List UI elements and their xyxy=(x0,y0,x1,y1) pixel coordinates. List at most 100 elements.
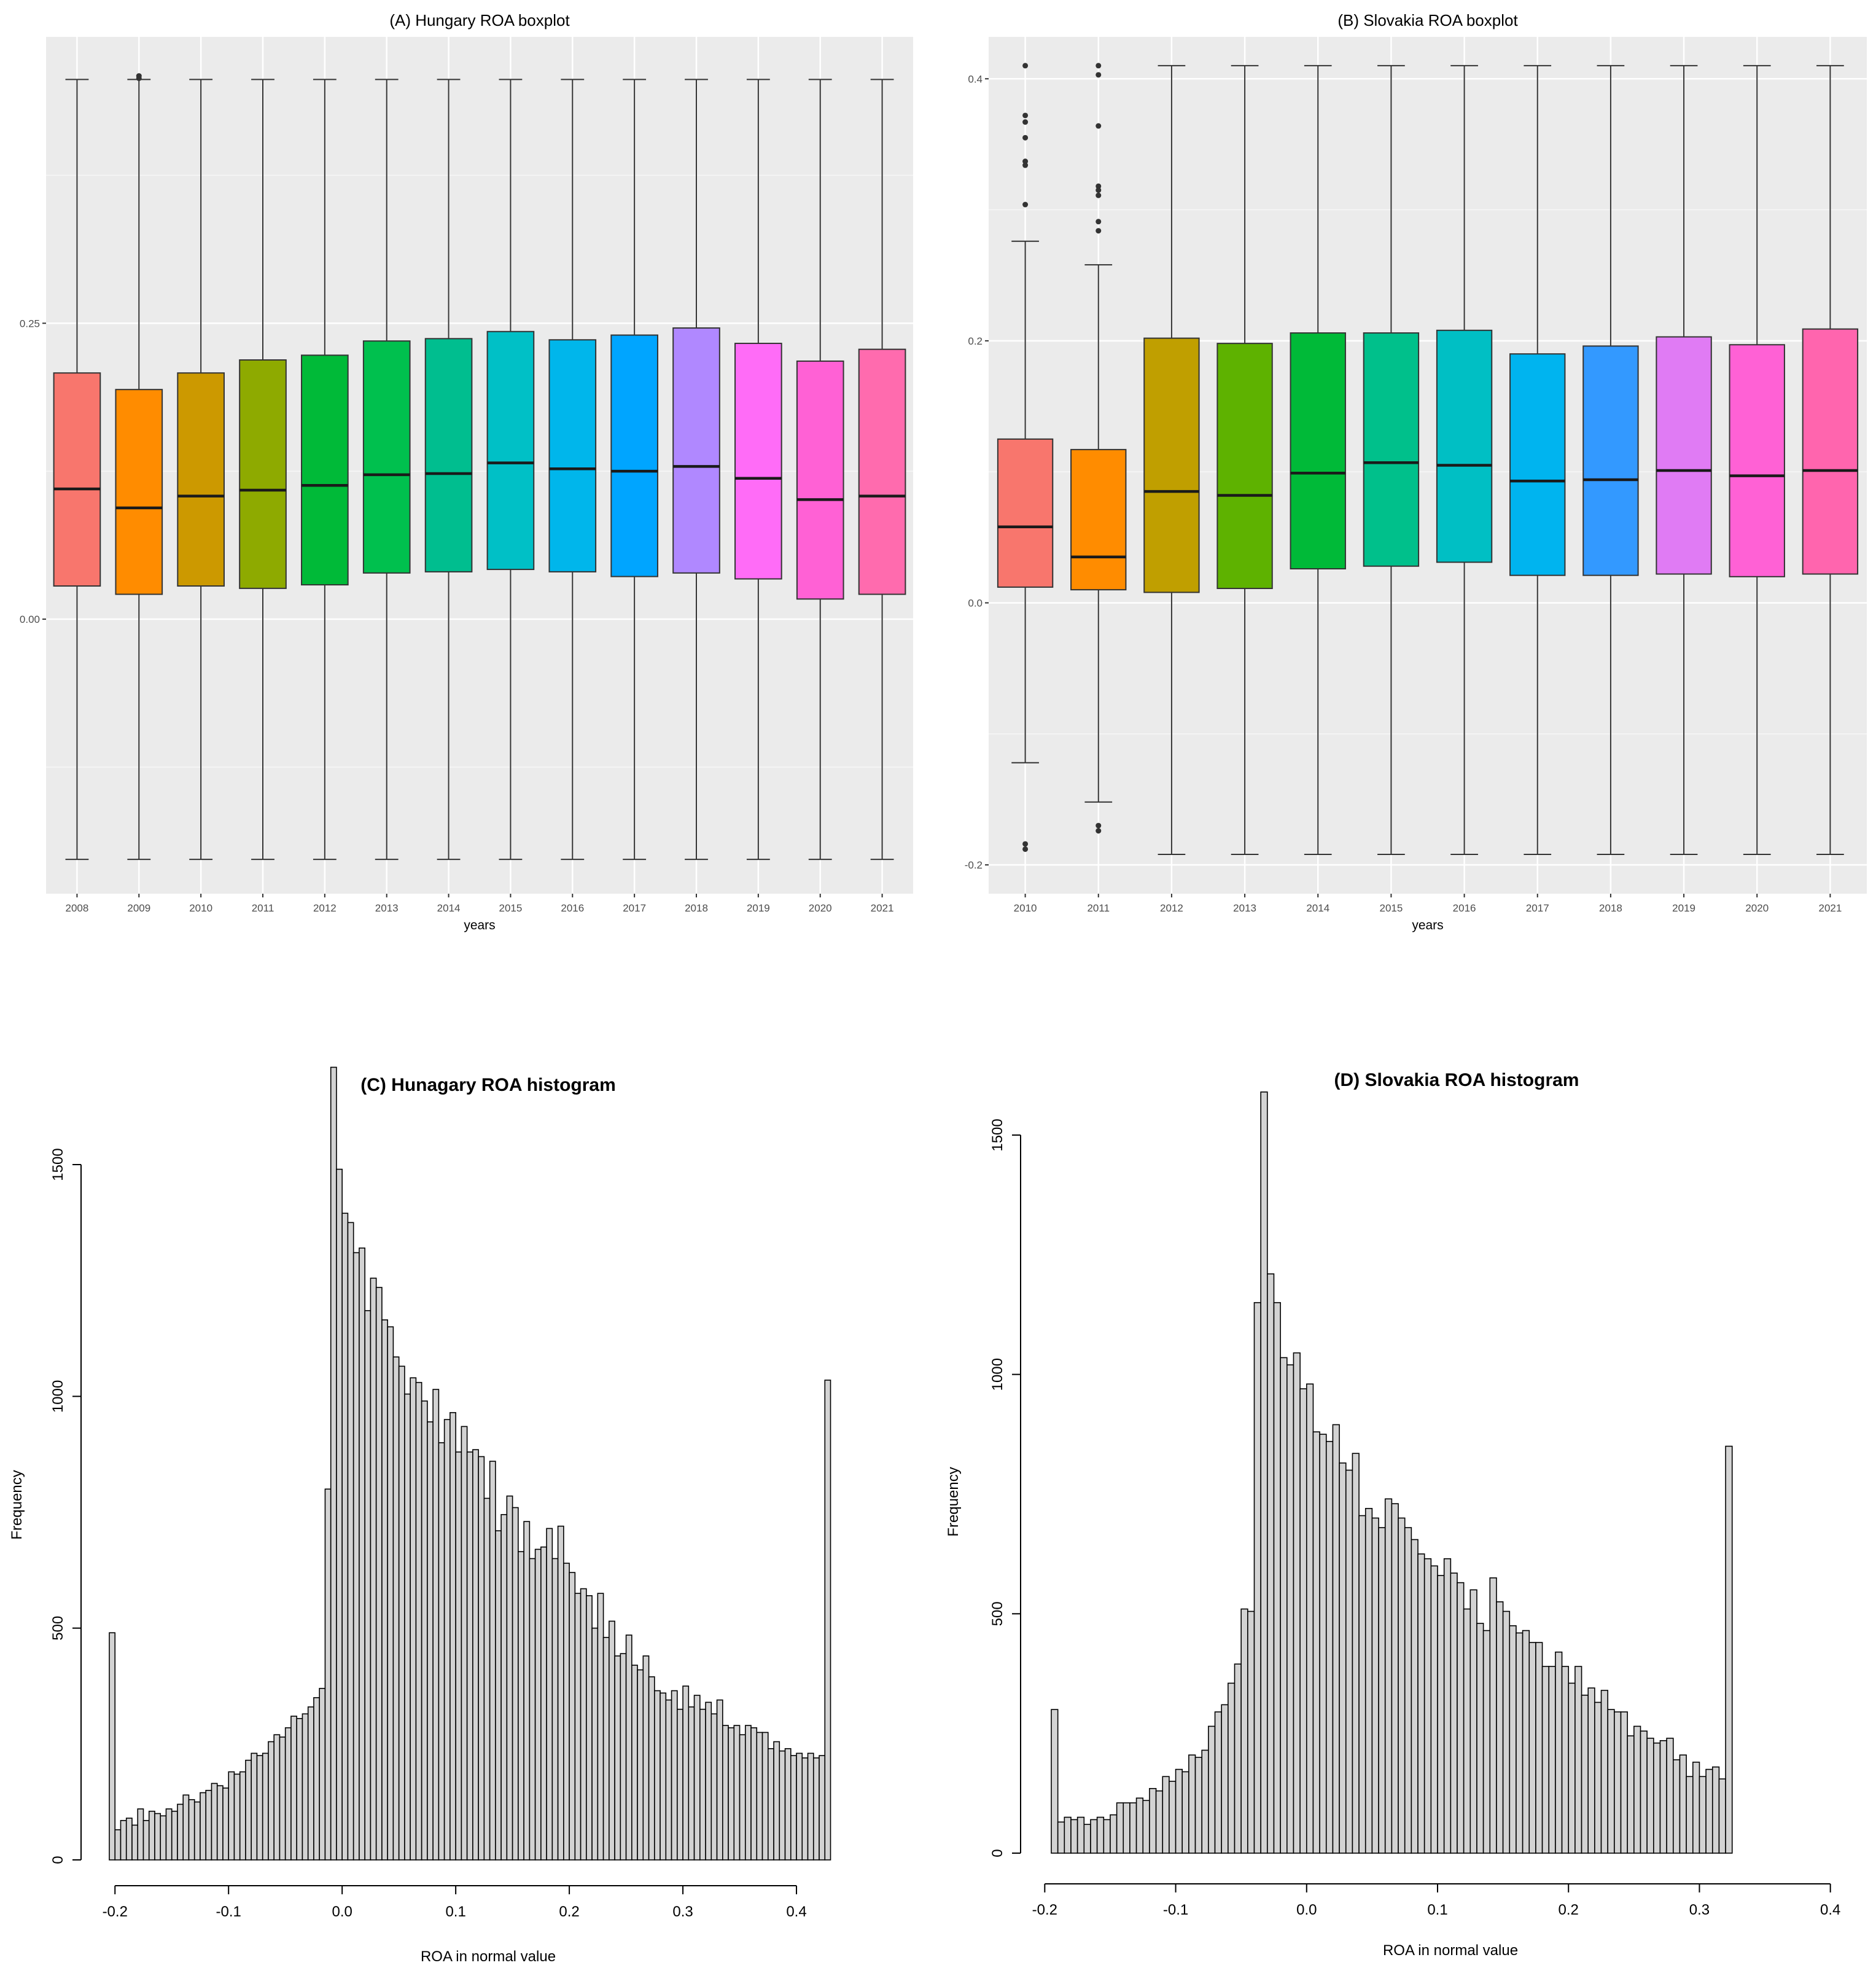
histogram-bar xyxy=(1070,1819,1078,1854)
histogram-bar xyxy=(410,1377,417,1861)
histogram-bar xyxy=(1116,1802,1124,1854)
histogram-bar xyxy=(1169,1781,1177,1854)
histogram-bar xyxy=(705,1701,712,1861)
outlier-point xyxy=(1096,828,1102,834)
outlier-point xyxy=(1022,112,1029,119)
x-tick-label: 2017 xyxy=(1526,902,1549,914)
iqr-box xyxy=(1290,332,1346,570)
iqr-box xyxy=(1582,345,1639,576)
histogram-bar xyxy=(1051,1709,1059,1854)
iqr-box xyxy=(1509,353,1566,576)
box-2021 xyxy=(858,79,906,861)
x-tick-label: 2021 xyxy=(1819,902,1842,914)
histogram-bar xyxy=(427,1421,434,1861)
histogram-bar xyxy=(228,1771,235,1861)
histogram-bar xyxy=(1692,1762,1700,1854)
box-2021 xyxy=(1802,64,1859,856)
histogram-bar xyxy=(1194,1757,1203,1854)
histogram-bar xyxy=(398,1365,405,1861)
histogram-bar xyxy=(1110,1814,1118,1854)
histogram-bar xyxy=(1666,1738,1674,1854)
histogram-bar xyxy=(761,1732,769,1861)
histogram-bar xyxy=(352,1252,360,1861)
histogram-bar xyxy=(1541,1666,1550,1854)
histogram-bar xyxy=(370,1278,377,1861)
histogram-bar xyxy=(1293,1352,1301,1854)
histogram-bar xyxy=(807,1752,814,1861)
histogram-bar xyxy=(1581,1695,1589,1854)
histogram-bar xyxy=(648,1676,655,1861)
histogram-bar xyxy=(324,1488,332,1861)
histogram-bar xyxy=(784,1748,792,1861)
box-2016 xyxy=(1436,64,1493,856)
histogram-bar xyxy=(586,1595,593,1861)
iqr-box xyxy=(796,360,844,600)
histogram-bar xyxy=(438,1442,445,1861)
histogram-bar xyxy=(1555,1651,1563,1854)
histogram-bar xyxy=(688,1706,695,1861)
histogram-bar xyxy=(211,1783,218,1861)
y-tick-label: 0 xyxy=(989,1849,1006,1857)
histogram-bar xyxy=(1221,1704,1229,1854)
iqr-box xyxy=(177,372,225,587)
x-tick-label: 0.0 xyxy=(332,1904,352,1920)
histogram-bar xyxy=(693,1695,701,1861)
x-tick-label: 2010 xyxy=(1014,902,1037,914)
slovakia-boxplot-panel: -0.2 0.0 0.2 0.4 2010 2011 2012 2013 2014 2015 201… xyxy=(965,11,1867,932)
outlier-point xyxy=(1022,162,1029,168)
histogram-bar xyxy=(415,1381,422,1861)
box-2017 xyxy=(1509,64,1566,856)
histogram-bar xyxy=(1064,1816,1072,1854)
histogram-bar xyxy=(1149,1787,1157,1854)
histogram-bar xyxy=(1482,1630,1491,1854)
y-tick-label: 1500 xyxy=(50,1148,66,1181)
histogram-bar xyxy=(392,1356,400,1861)
histogram-bar xyxy=(1417,1553,1425,1854)
outlier-point xyxy=(1022,158,1029,165)
iqr-box xyxy=(610,334,658,577)
iqr-box xyxy=(301,354,349,586)
histogram-bar xyxy=(1096,1816,1105,1854)
x-tick-label: 2009 xyxy=(127,902,150,914)
box-2020 xyxy=(796,79,844,861)
histogram-bar xyxy=(165,1808,173,1861)
histogram-bar xyxy=(1450,1572,1458,1854)
outlier-point xyxy=(1096,192,1102,198)
histogram-bar xyxy=(1384,1498,1393,1854)
y-tick-label: 1500 xyxy=(989,1119,1006,1151)
histogram-bar xyxy=(1659,1740,1667,1854)
histogram-bar xyxy=(256,1755,263,1861)
histogram-bar xyxy=(1090,1819,1098,1854)
outlier-point xyxy=(1096,822,1102,829)
iqr-box xyxy=(672,327,720,574)
y-tick-label: 0.00 xyxy=(20,614,40,625)
x-tick-label: 2019 xyxy=(747,902,770,914)
histogram-bar xyxy=(1371,1517,1379,1854)
histogram-bar xyxy=(137,1808,144,1861)
iqr-box xyxy=(1436,329,1493,563)
histogram-bar xyxy=(1129,1802,1137,1854)
histogram-bar xyxy=(284,1727,292,1861)
histogram-bar xyxy=(1234,1663,1242,1854)
x-tick-label: 0.2 xyxy=(1559,1902,1579,1918)
box-2019 xyxy=(1656,64,1712,856)
x-tick-label: 2016 xyxy=(1453,902,1476,914)
box-2008 xyxy=(53,79,101,861)
x-tick-label: 2011 xyxy=(252,902,274,914)
histogram-bar xyxy=(1457,1582,1465,1854)
histogram-bar xyxy=(1437,1575,1445,1854)
outlier-point xyxy=(1096,123,1102,129)
histogram-bar xyxy=(1358,1515,1366,1854)
x-tick-label: 0.3 xyxy=(672,1904,693,1920)
histogram-bar xyxy=(142,1820,150,1861)
histogram-bar xyxy=(489,1461,496,1861)
histogram-bar xyxy=(193,1801,201,1861)
histogram-bar xyxy=(1378,1527,1386,1854)
histogram-bar xyxy=(819,1755,826,1861)
y-axis-label: Frequency xyxy=(9,1470,25,1539)
histogram-bar xyxy=(279,1736,286,1861)
iqr-box xyxy=(1363,332,1420,567)
outlier-point xyxy=(1096,72,1102,78)
histogram-bar xyxy=(461,1426,468,1861)
